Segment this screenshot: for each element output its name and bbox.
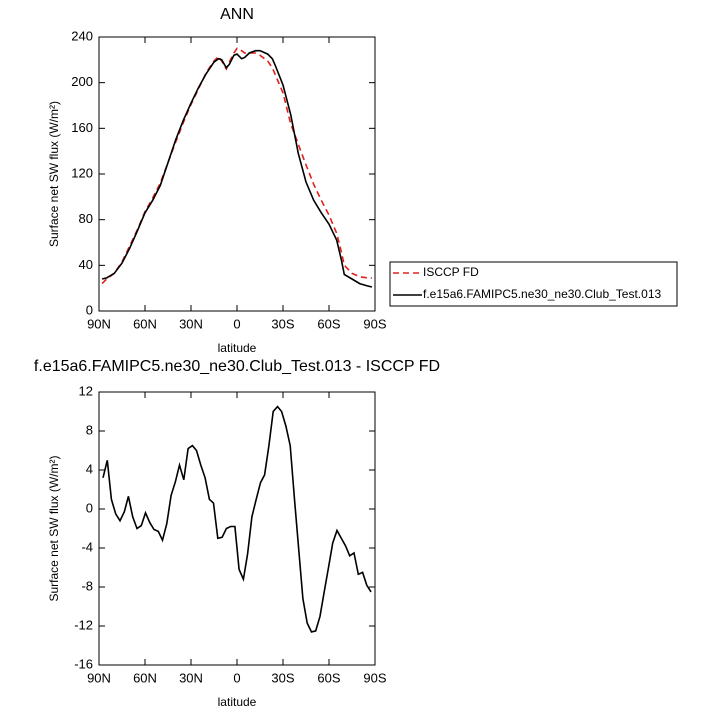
y-tick-label: 8 bbox=[86, 422, 93, 437]
x-tick-label: 30N bbox=[179, 316, 203, 331]
x-tick-label: 60N bbox=[133, 316, 157, 331]
chart-title: ANN bbox=[220, 6, 254, 23]
y-tick-label: 0 bbox=[86, 302, 93, 317]
x-tick-label: 90N bbox=[87, 316, 111, 331]
y-axis-label: Surface net SW flux (W/m²) bbox=[47, 455, 61, 601]
x-tick-label: 60S bbox=[317, 670, 340, 685]
y-tick-label: 40 bbox=[79, 257, 93, 272]
y-tick-label: -16 bbox=[74, 656, 93, 671]
x-tick-label: 30S bbox=[271, 670, 294, 685]
x-tick-label: 60N bbox=[133, 670, 157, 685]
x-tick-label: 0 bbox=[233, 670, 240, 685]
y-tick-label: -12 bbox=[74, 617, 93, 632]
y-axis-label: Surface net SW flux (W/m²) bbox=[47, 101, 61, 247]
plot-frame bbox=[98, 36, 376, 312]
x-tick-label: 30N bbox=[179, 670, 203, 685]
y-tick-label: 0 bbox=[86, 500, 93, 515]
x-tick-label: 90S bbox=[363, 670, 386, 685]
data-line bbox=[102, 405, 372, 633]
legend-label: f.e15a6.FAMIPC5.ne30_ne30.Club_Test.013 bbox=[423, 287, 661, 301]
legend-frame bbox=[389, 261, 678, 307]
y-tick-label: 200 bbox=[71, 74, 93, 89]
x-tick-label: 90S bbox=[363, 316, 386, 331]
data-line bbox=[101, 47, 372, 285]
y-tick-label: 240 bbox=[71, 28, 93, 43]
x-axis-label: latitude bbox=[218, 341, 257, 355]
plot-frame bbox=[98, 391, 376, 666]
y-tick-label: 4 bbox=[86, 461, 93, 476]
data-line bbox=[101, 49, 373, 288]
y-tick-label: 80 bbox=[79, 211, 93, 226]
x-tick-label: 60S bbox=[317, 316, 340, 331]
legend-label: ISCCP FD bbox=[423, 265, 479, 279]
chart-title: f.e15a6.FAMIPC5.ne30_ne30.Club_Test.013 … bbox=[34, 358, 440, 375]
x-tick-label: 30S bbox=[271, 316, 294, 331]
y-tick-label: -4 bbox=[81, 539, 93, 554]
y-tick-label: 160 bbox=[71, 120, 93, 135]
x-axis-label: latitude bbox=[218, 695, 257, 709]
y-tick-label: 12 bbox=[79, 383, 93, 398]
x-tick-label: 0 bbox=[233, 316, 240, 331]
y-tick-label: -8 bbox=[81, 578, 93, 593]
x-tick-label: 90N bbox=[87, 670, 111, 685]
y-tick-label: 120 bbox=[71, 165, 93, 180]
